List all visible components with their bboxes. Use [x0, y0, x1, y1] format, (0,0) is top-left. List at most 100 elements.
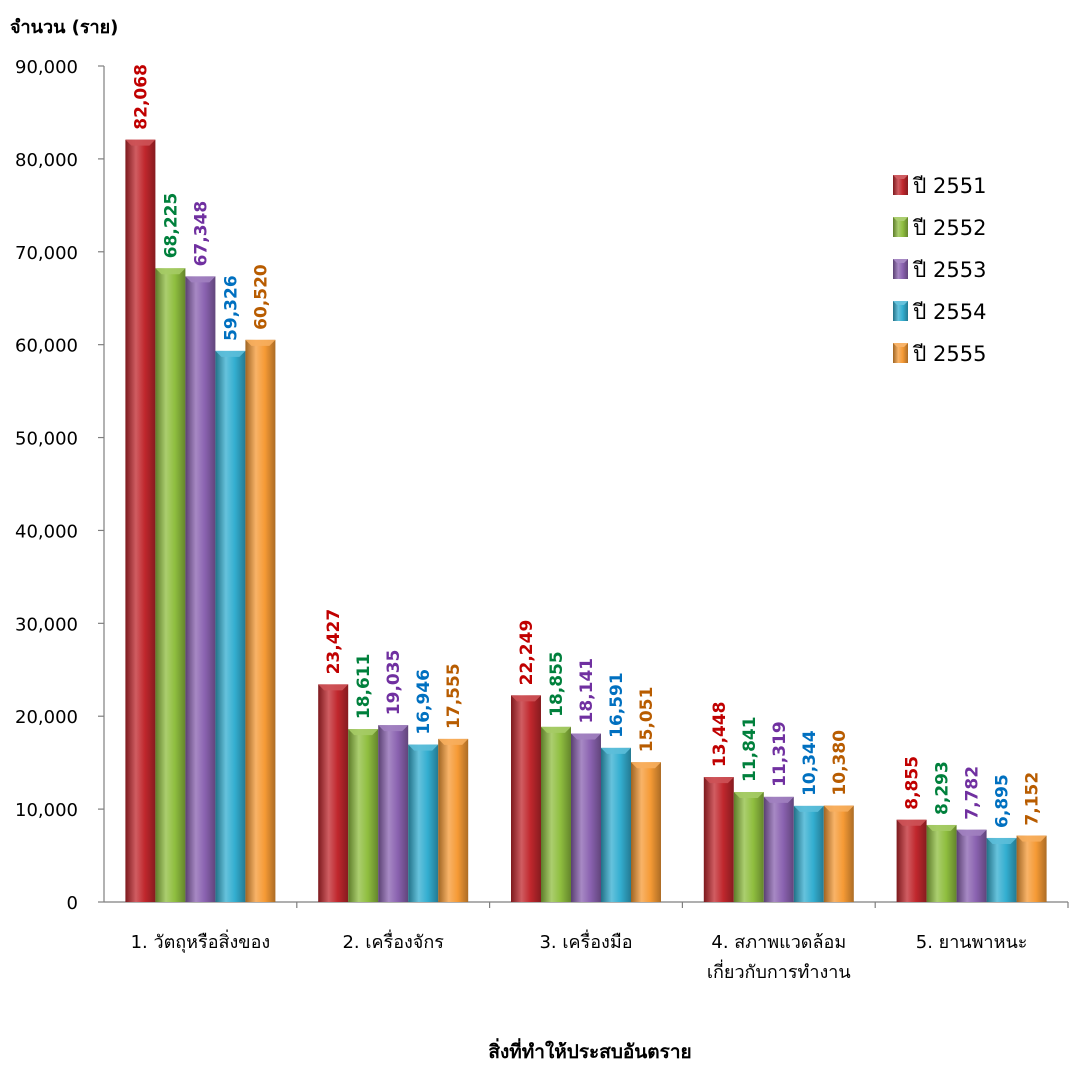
legend-swatch: [893, 217, 908, 237]
bar-value-label: 13,448: [710, 701, 730, 767]
bar-value-label: 18,611: [354, 654, 374, 720]
bar-bevel: [378, 725, 409, 732]
x-tick-label: 1. วัตถุหรือสิ่งของ: [131, 929, 271, 953]
x-axis-label: สิ่งที่ทำให้ประสบอันตราย: [488, 1038, 691, 1063]
bar-value-label: 10,344: [800, 730, 820, 796]
legend-label: ปี 2554: [912, 300, 986, 324]
bar-value-label: 8,855: [903, 756, 923, 810]
bar-value-label: 67,348: [191, 201, 211, 267]
legend-swatch-bevel: [893, 301, 908, 305]
bar-bevel: [631, 762, 661, 769]
bar: [348, 729, 379, 902]
bar: [408, 744, 439, 902]
legend-swatch: [893, 175, 908, 195]
bar-bevel: [601, 747, 631, 754]
x-tick-label: 2. เครื่องจักร: [342, 929, 444, 953]
bar-bevel: [986, 837, 1017, 844]
bar-value-label: 15,051: [637, 687, 657, 753]
y-axis-label: จำนวน (ราย): [10, 17, 118, 38]
bar-bevel: [438, 738, 469, 745]
bar: [823, 805, 854, 902]
bar-value-label: 82,068: [131, 64, 151, 130]
legend-swatch: [893, 301, 908, 321]
bar-value-label: 11,319: [770, 721, 790, 787]
bar-value-label: 59,326: [221, 275, 241, 341]
y-tick-label: 60,000: [15, 336, 78, 357]
bar-value-label: 7,782: [963, 766, 983, 820]
bar-bevel: [763, 796, 794, 803]
legend-swatch-bevel: [893, 217, 908, 221]
bar-bevel: [185, 276, 216, 283]
bar-bevel: [408, 744, 439, 751]
bar: [926, 824, 957, 902]
y-tick-label: 80,000: [15, 150, 78, 171]
y-tick-label: 70,000: [15, 243, 78, 264]
bar-value-label: 11,841: [740, 716, 760, 782]
x-tick-label: 4. สภาพแวดล้อม: [711, 932, 846, 953]
y-tick-label: 30,000: [15, 614, 78, 635]
bar-value-label: 6,895: [993, 774, 1013, 828]
bar-bevel: [245, 339, 276, 346]
bar: [541, 726, 571, 902]
bar-value-label: 16,591: [607, 672, 627, 738]
legend-swatch-bevel: [893, 343, 908, 347]
bar: [793, 805, 824, 902]
bar-value-label: 10,380: [830, 730, 850, 796]
bar: [318, 684, 349, 902]
bar-bevel: [348, 729, 379, 736]
y-tick-label: 10,000: [15, 800, 78, 821]
bar: [125, 139, 156, 903]
bar: [378, 725, 409, 902]
bar: [986, 837, 1017, 902]
y-tick-label: 20,000: [15, 707, 78, 728]
bar-bevel: [733, 792, 764, 799]
bar: [733, 792, 764, 902]
bar-bevel: [571, 733, 601, 740]
x-tick-label: เกี่ยวกับการทำงาน: [707, 959, 851, 983]
bar-value-label: 17,555: [444, 663, 464, 729]
x-tick-label: 5. ยานพาหนะ: [916, 932, 1028, 953]
legend-label: ปี 2555: [912, 342, 986, 366]
bar-bevel: [703, 777, 734, 784]
legend-label: ปี 2551: [912, 174, 986, 198]
bar-value-label: 60,520: [251, 264, 271, 330]
bar-bevel: [956, 829, 987, 836]
bar-bevel: [823, 805, 854, 812]
bar: [215, 350, 246, 902]
bar-value-label: 18,855: [547, 651, 567, 717]
legend-swatch: [893, 343, 908, 363]
bar-value-label: 7,152: [1023, 772, 1043, 826]
bar: [1016, 835, 1047, 902]
bar-value-label: 23,427: [324, 609, 344, 675]
bar: [511, 695, 541, 902]
bar-bevel: [215, 350, 246, 357]
bar: [155, 268, 186, 902]
bar-value-label: 8,293: [933, 761, 953, 815]
bar: [245, 339, 276, 903]
bar-bevel: [1016, 835, 1047, 842]
y-tick-label: 40,000: [15, 521, 78, 542]
bar-bevel: [125, 139, 156, 146]
bar: [956, 829, 987, 902]
bar-value-label: 19,035: [384, 650, 404, 716]
bar-bevel: [511, 695, 541, 702]
bar-bevel: [155, 268, 186, 275]
y-tick-label: 50,000: [15, 429, 78, 450]
y-tick-label: 90,000: [15, 57, 78, 78]
bar-bevel: [318, 684, 349, 691]
bar-value-label: 68,225: [161, 193, 181, 259]
legend-swatch-bevel: [893, 175, 908, 179]
bar: [438, 738, 469, 902]
bar: [763, 796, 794, 902]
bar: [896, 819, 927, 902]
bar-bevel: [541, 726, 571, 733]
bar: [631, 762, 661, 902]
bar: [185, 276, 216, 902]
legend-swatch: [893, 259, 908, 279]
bar-value-label: 18,141: [577, 658, 597, 724]
legend-label: ปี 2553: [912, 258, 986, 282]
legend-label: ปี 2552: [912, 216, 986, 240]
bar-value-label: 22,249: [517, 620, 537, 686]
